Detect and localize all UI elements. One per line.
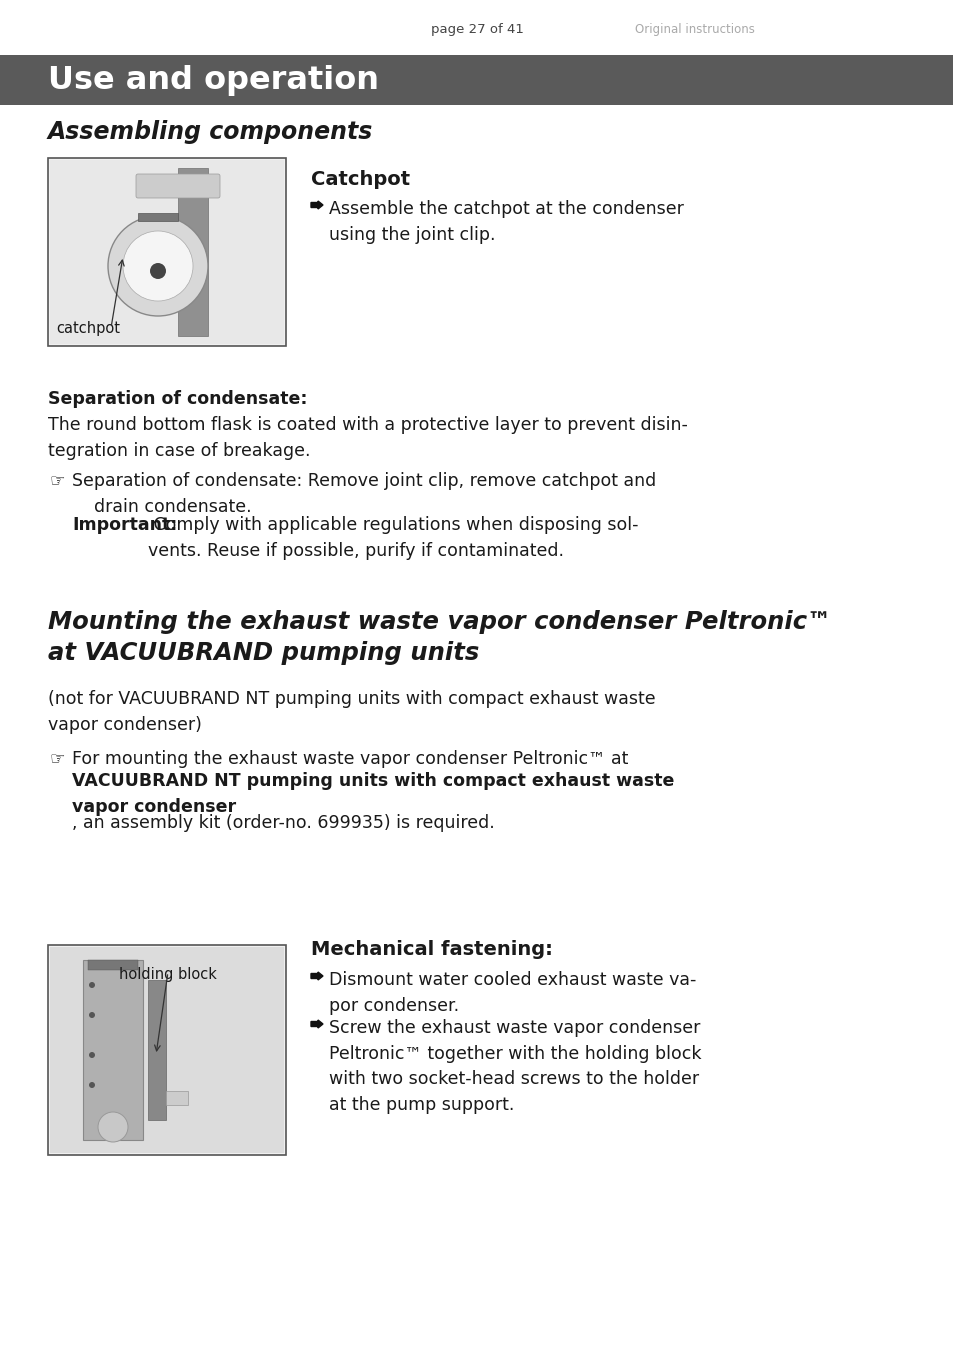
Text: ☞: ☞ (50, 751, 66, 768)
Bar (48, 945, 286, 1156)
Bar (148, 980, 166, 1120)
FancyArrow shape (311, 972, 323, 980)
Bar (50, 161, 284, 344)
Text: Original instructions: Original instructions (635, 23, 754, 36)
Bar (83, 960, 143, 1139)
Bar (0, 55, 953, 105)
Circle shape (150, 263, 166, 279)
Text: Catchpot: Catchpot (311, 170, 410, 189)
Bar (166, 1091, 188, 1106)
Text: holding block: holding block (119, 967, 216, 981)
Bar (178, 167, 208, 336)
Text: Dismount water cooled exhaust waste va-
por condenser.: Dismount water cooled exhaust waste va- … (329, 971, 696, 1015)
Circle shape (89, 1052, 95, 1058)
Circle shape (123, 231, 193, 301)
Text: Use and operation: Use and operation (48, 65, 378, 96)
Circle shape (108, 216, 208, 316)
FancyArrow shape (311, 201, 323, 209)
Text: Assembling components: Assembling components (48, 120, 373, 144)
Text: Mechanical fastening:: Mechanical fastening: (311, 940, 553, 958)
Text: The round bottom flask is coated with a protective layer to prevent disin-
tegra: The round bottom flask is coated with a … (48, 416, 687, 460)
Text: Important:: Important: (71, 516, 177, 535)
Text: Assemble the catchpot at the condenser
using the joint clip.: Assemble the catchpot at the condenser u… (329, 200, 683, 244)
Text: Mounting the exhaust waste vapor condenser Peltronic™
at VACUUBRAND pumping unit: Mounting the exhaust waste vapor condens… (48, 610, 830, 664)
Text: (not for VACUUBRAND NT pumping units with compact exhaust waste
vapor condenser): (not for VACUUBRAND NT pumping units wit… (48, 690, 655, 733)
Text: , an assembly kit (order-no. 699935) is required.: , an assembly kit (order-no. 699935) is … (71, 814, 495, 832)
Text: Screw the exhaust waste vapor condenser
Peltronic™ together with the holding blo: Screw the exhaust waste vapor condenser … (329, 1019, 700, 1114)
Circle shape (89, 1012, 95, 1018)
Bar (50, 946, 284, 1153)
FancyBboxPatch shape (136, 174, 220, 198)
Text: Separation of condensate:: Separation of condensate: (48, 390, 307, 408)
FancyArrow shape (311, 1021, 323, 1027)
Text: Separation of condensate: Remove joint clip, remove catchpot and
    drain conde: Separation of condensate: Remove joint c… (71, 472, 656, 516)
Text: Comply with applicable regulations when disposing sol-
vents. Reuse if possible,: Comply with applicable regulations when … (148, 516, 638, 560)
Text: For mounting the exhaust waste vapor condenser Peltronic™ at: For mounting the exhaust waste vapor con… (71, 751, 628, 768)
Text: VACUUBRAND NT pumping units with compact exhaust waste
vapor condenser: VACUUBRAND NT pumping units with compact… (71, 772, 674, 815)
Circle shape (89, 1081, 95, 1088)
Circle shape (98, 1112, 128, 1142)
Bar (88, 960, 138, 971)
Circle shape (89, 981, 95, 988)
Text: page 27 of 41: page 27 of 41 (430, 23, 523, 36)
Bar (138, 213, 178, 221)
Text: catchpot: catchpot (56, 320, 120, 336)
Text: ☞: ☞ (50, 472, 66, 490)
Bar (48, 158, 286, 346)
